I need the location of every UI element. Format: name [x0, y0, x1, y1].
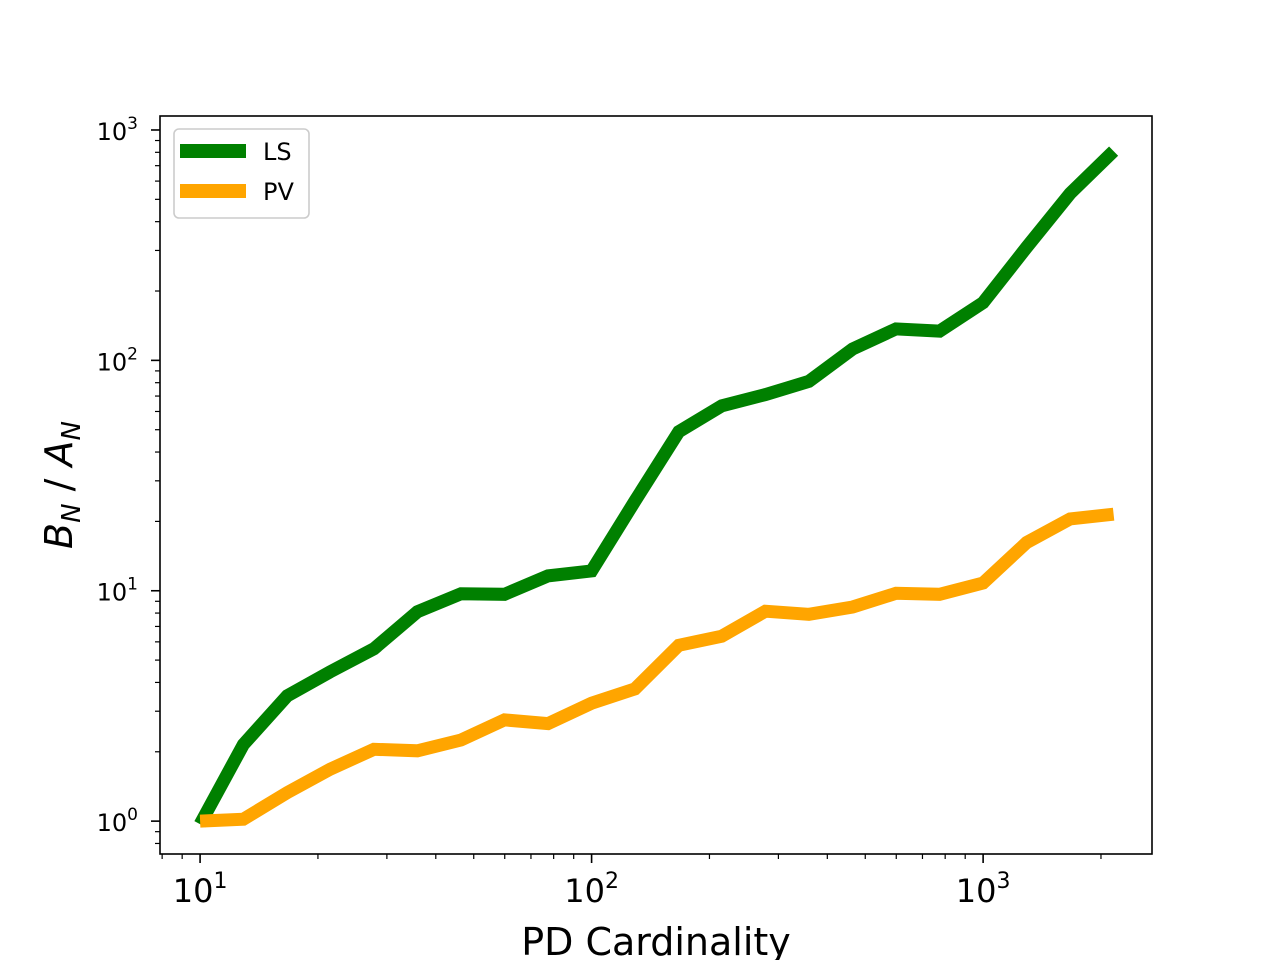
series-line-ls	[194, 146, 1119, 828]
plot-frame	[159, 115, 1153, 855]
y-tick-label-base: 10	[97, 809, 128, 837]
y-tick-label-base: 10	[97, 579, 128, 607]
legend-label-pv: PV	[263, 178, 294, 206]
y-tick-label: 103	[97, 114, 138, 146]
y-axis-title-B: B	[37, 523, 81, 549]
y-axis-title: BN / AN	[37, 421, 87, 549]
y-axis-title-A-sub: N	[57, 421, 87, 440]
y-tick-label-base: 10	[97, 348, 128, 376]
x-tick-label-exp: 2	[605, 869, 619, 894]
x-tick-label-base: 10	[564, 872, 605, 910]
y-tick-label-exp: 2	[127, 344, 138, 364]
legend-label-ls: LS	[263, 138, 292, 166]
y-tick-label-base: 10	[97, 118, 128, 146]
y-tick-label: 101	[97, 575, 138, 607]
legend: LS PV	[173, 128, 310, 219]
y-axis-title-A: A	[37, 440, 81, 469]
x-tick-label: 102	[564, 869, 619, 910]
major-ticks	[151, 129, 984, 863]
x-axis-title: PD Cardinality	[521, 920, 791, 960]
x-tick-label: 103	[956, 869, 1011, 910]
x-tick-label-exp: 3	[996, 869, 1010, 894]
x-tick-label-base: 10	[956, 872, 997, 910]
x-tick-label-base: 10	[173, 872, 214, 910]
y-tick-label-exp: 0	[127, 805, 138, 825]
plot-area	[160, 116, 1152, 854]
y-axis-title-B-sub: N	[57, 503, 87, 522]
x-tick-label-exp: 1	[213, 869, 227, 894]
series-line-pv	[199, 507, 1115, 828]
y-tick-label: 100	[97, 805, 138, 837]
series-layer	[194, 146, 1119, 828]
y-tick-label-exp: 3	[127, 114, 138, 134]
minor-ticks	[155, 139, 1102, 859]
y-tick-label-exp: 1	[127, 575, 138, 595]
y-axis-title-slash: /	[37, 466, 81, 503]
y-tick-label: 102	[97, 344, 138, 376]
x-tick-label: 101	[173, 869, 228, 910]
